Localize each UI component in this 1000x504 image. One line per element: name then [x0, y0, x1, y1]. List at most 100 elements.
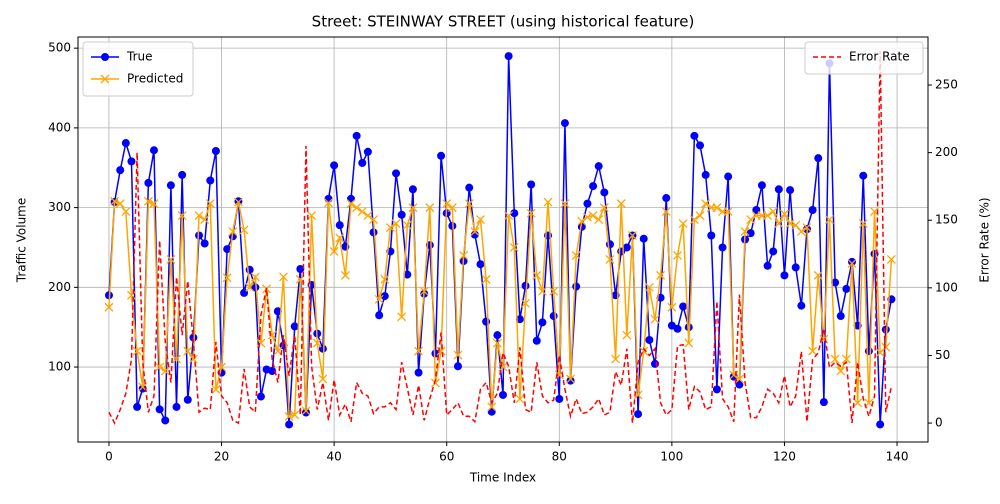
data-point [470, 227, 480, 236]
data-point [679, 302, 688, 311]
data-point [222, 273, 232, 283]
data-point [661, 207, 671, 217]
data-point [160, 366, 170, 376]
data-point [605, 240, 614, 249]
data-point [707, 231, 716, 240]
data-point [532, 336, 541, 345]
data-point [802, 223, 812, 233]
data-point [482, 317, 491, 326]
y-tick-label: 300 [48, 200, 71, 214]
data-point [268, 367, 277, 376]
data-point [233, 197, 243, 207]
data-point [453, 362, 462, 371]
data-point [836, 366, 846, 376]
data-point [712, 203, 722, 213]
x-tick-label: 100 [660, 450, 683, 464]
data-point [290, 410, 300, 420]
y2-tick-label: 250 [935, 78, 958, 92]
data-point [301, 408, 310, 417]
data-point [375, 311, 384, 320]
data-point [442, 199, 452, 209]
data-point [414, 346, 424, 356]
data-point [769, 247, 778, 256]
data-point [392, 169, 401, 178]
data-point [228, 227, 238, 236]
data-point [245, 265, 254, 274]
data-point [172, 402, 181, 411]
data-point [385, 223, 395, 233]
y-tick-label: 200 [48, 280, 71, 294]
data-point [577, 216, 587, 226]
data-point [143, 196, 153, 206]
data-point [149, 199, 159, 209]
data-point [841, 354, 851, 364]
data-point [695, 211, 705, 221]
data-point [763, 211, 773, 221]
data-point [132, 346, 142, 356]
legend-label: True [126, 50, 153, 64]
data-point [465, 183, 474, 192]
series-line [108, 200, 893, 418]
data-point [318, 374, 328, 384]
legend: Error Rate [804, 41, 924, 75]
data-point [842, 284, 851, 293]
data-point [549, 286, 559, 296]
data-point [476, 260, 485, 269]
x-tick-label: 20 [214, 450, 229, 464]
data-point [116, 166, 125, 175]
data-point [572, 282, 581, 291]
data-point [504, 52, 513, 61]
data-point [532, 270, 542, 280]
data-point [689, 215, 699, 225]
data-point [656, 270, 666, 280]
data-point [172, 354, 181, 364]
data-point [330, 161, 339, 170]
data-point [239, 225, 249, 235]
data-point [504, 211, 514, 221]
data-point [177, 211, 187, 221]
data-point [814, 154, 823, 163]
data-point [611, 354, 621, 364]
data-point [515, 394, 525, 404]
data-point [178, 170, 187, 179]
y2-tick-label: 100 [935, 280, 958, 294]
data-point [650, 359, 659, 368]
data-point [566, 376, 575, 385]
data-point [127, 157, 136, 166]
data-point [121, 139, 130, 148]
data-point [357, 207, 367, 217]
data-point [644, 282, 654, 292]
data-point [493, 331, 502, 340]
data-point [296, 264, 305, 273]
data-point [453, 350, 463, 360]
data-point [223, 245, 232, 254]
legend-label: Error Rate [849, 50, 910, 64]
data-point [200, 239, 209, 248]
data-point [211, 384, 221, 394]
data-point [847, 258, 857, 268]
data-point [571, 250, 581, 260]
data-point [492, 338, 502, 348]
data-point [346, 199, 356, 209]
data-point [537, 286, 547, 296]
data-point [363, 147, 372, 156]
data-point [582, 212, 592, 222]
data-point [724, 172, 733, 181]
data-point [735, 380, 744, 389]
data-point [555, 394, 564, 403]
x-tick-label: 40 [326, 450, 341, 464]
data-point [746, 229, 755, 238]
data-point [650, 314, 660, 324]
y-tick-label: 100 [48, 360, 71, 374]
data-point [324, 198, 333, 208]
data-point [622, 330, 632, 340]
data-point [509, 243, 519, 252]
data-point [290, 322, 299, 331]
data-point [335, 221, 344, 230]
data-point [447, 203, 457, 213]
data-point [634, 410, 643, 419]
data-point [188, 354, 198, 364]
plot-frame [77, 36, 929, 443]
data-point [589, 182, 598, 191]
data-point [599, 203, 609, 213]
